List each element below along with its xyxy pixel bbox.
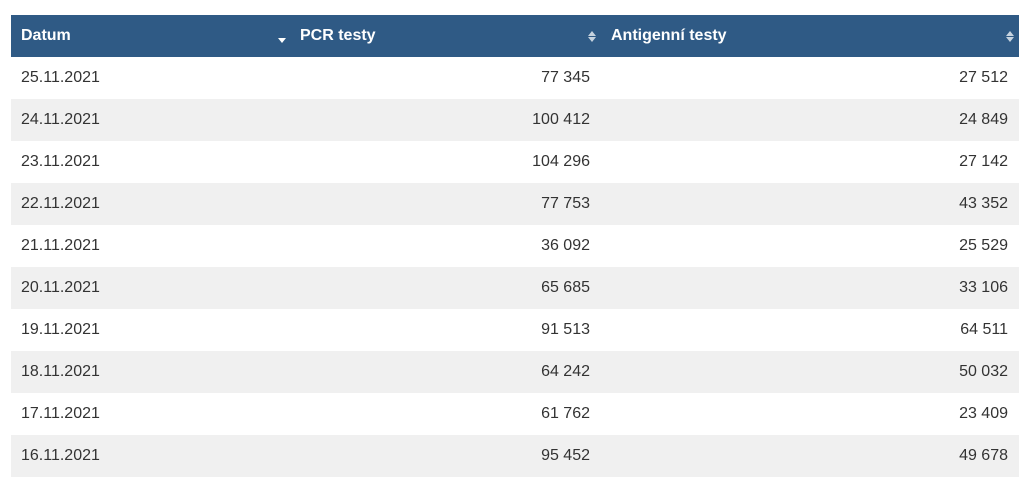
table-row: 23.11.2021 104 296 27 142	[11, 141, 1019, 183]
tests-table: Datum PCR testy Antigenní testy	[11, 15, 1019, 477]
table-body: 25.11.2021 77 345 27 512 24.11.2021 100 …	[11, 57, 1019, 477]
column-header-antigen[interactable]: Antigenní testy	[601, 15, 1019, 57]
sort-both-icon[interactable]	[1005, 28, 1015, 44]
column-header-pcr[interactable]: PCR testy	[290, 15, 601, 57]
pcr-cell: 36 092	[541, 237, 590, 254]
column-header-antigen-label: Antigenní testy	[611, 27, 727, 44]
date-cell: 21.11.2021	[21, 237, 100, 254]
antigen-cell: 49 678	[959, 447, 1008, 464]
table-row: 21.11.2021 36 092 25 529	[11, 225, 1019, 267]
table-header: Datum PCR testy Antigenní testy	[11, 15, 1019, 57]
table-row: 17.11.2021 61 762 23 409	[11, 393, 1019, 435]
header-row: Datum PCR testy Antigenní testy	[11, 15, 1019, 57]
antigen-cell: 27 512	[959, 69, 1008, 86]
date-cell: 16.11.2021	[21, 447, 100, 464]
pcr-cell: 104 296	[532, 153, 590, 170]
date-cell: 20.11.2021	[21, 279, 100, 296]
sort-down-icon[interactable]	[277, 32, 287, 48]
pcr-cell: 91 513	[541, 321, 590, 338]
antigen-cell: 24 849	[959, 111, 1008, 128]
pcr-cell: 95 452	[541, 447, 590, 464]
table-row: 24.11.2021 100 412 24 849	[11, 99, 1019, 141]
table-row: 25.11.2021 77 345 27 512	[11, 57, 1019, 99]
pcr-cell: 65 685	[541, 279, 590, 296]
pcr-cell: 64 242	[541, 363, 590, 380]
antigen-cell: 25 529	[959, 237, 1008, 254]
antigen-cell: 64 511	[960, 321, 1008, 338]
column-header-date-label: Datum	[21, 27, 71, 44]
table-row: 16.11.2021 95 452 49 678	[11, 435, 1019, 477]
sort-both-icon[interactable]	[587, 28, 597, 44]
antigen-cell: 33 106	[959, 279, 1008, 296]
pcr-cell: 77 345	[541, 69, 590, 86]
pcr-cell: 100 412	[532, 111, 590, 128]
column-header-pcr-label: PCR testy	[300, 27, 376, 44]
antigen-cell: 27 142	[959, 153, 1008, 170]
date-cell: 25.11.2021	[21, 69, 100, 86]
date-cell: 18.11.2021	[21, 363, 100, 380]
antigen-cell: 43 352	[959, 195, 1008, 212]
column-header-date[interactable]: Datum	[11, 15, 290, 57]
table-row: 18.11.2021 64 242 50 032	[11, 351, 1019, 393]
table-row: 20.11.2021 65 685 33 106	[11, 267, 1019, 309]
table-row: 22.11.2021 77 753 43 352	[11, 183, 1019, 225]
date-cell: 23.11.2021	[21, 153, 100, 170]
date-cell: 24.11.2021	[21, 111, 100, 128]
date-cell: 17.11.2021	[21, 405, 100, 422]
pcr-cell: 77 753	[541, 195, 590, 212]
antigen-cell: 50 032	[959, 363, 1008, 380]
date-cell: 22.11.2021	[21, 195, 100, 212]
data-table-container: Datum PCR testy Antigenní testy	[11, 15, 1019, 477]
date-cell: 19.11.2021	[21, 321, 100, 338]
pcr-cell: 61 762	[541, 405, 590, 422]
antigen-cell: 23 409	[959, 405, 1008, 422]
table-row: 19.11.2021 91 513 64 511	[11, 309, 1019, 351]
